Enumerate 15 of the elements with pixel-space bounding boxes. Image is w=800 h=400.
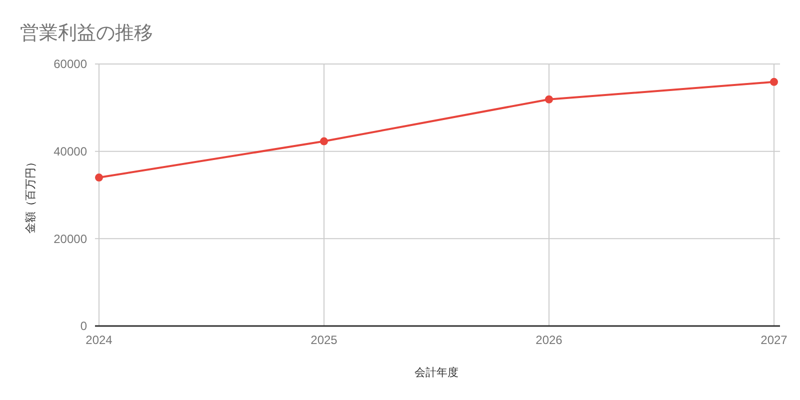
point bbox=[545, 95, 553, 104]
y-tick-label: 40000 bbox=[54, 144, 88, 159]
y-tick-label: 0 bbox=[80, 319, 88, 334]
point bbox=[770, 78, 778, 86]
point bbox=[320, 137, 328, 146]
x-tick-label: 2027 bbox=[760, 333, 788, 347]
x-tick-label: 2026 bbox=[536, 333, 563, 347]
x-tick-label: 2025 bbox=[310, 333, 338, 347]
x-axis-title: 会計年度 bbox=[414, 366, 458, 379]
y-tick-label: 20000 bbox=[54, 232, 88, 246]
y-axis-title: 金額（百万円） bbox=[24, 156, 37, 234]
chart-title: 営業利益の推移 bbox=[20, 23, 153, 44]
x-tick-label: 2024 bbox=[86, 333, 113, 347]
y-tick-label: 60000 bbox=[54, 57, 88, 72]
point bbox=[95, 174, 103, 182]
